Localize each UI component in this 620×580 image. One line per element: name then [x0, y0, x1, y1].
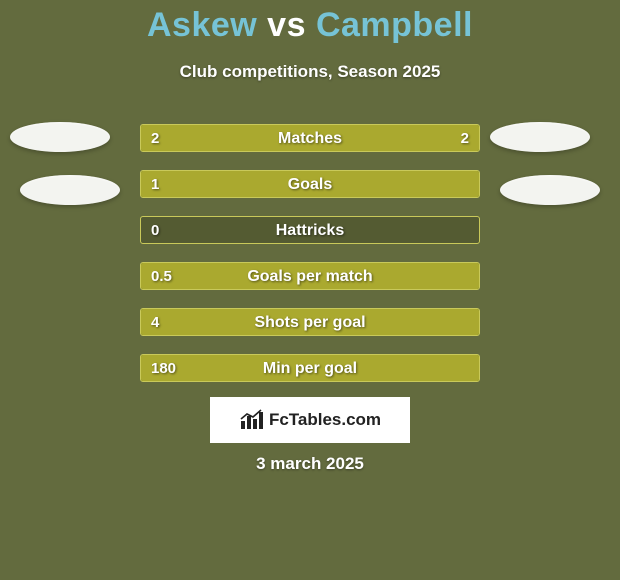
stat-row: Goals per match0.5: [140, 262, 480, 290]
stat-value-left: 0.5: [151, 263, 172, 289]
stat-value-left: 0: [151, 217, 159, 243]
stat-row: Goals1: [140, 170, 480, 198]
player1-name: Askew: [147, 6, 257, 44]
stat-value-left: 180: [151, 355, 176, 381]
team-badge-left-2: [20, 175, 120, 205]
player2-name: Campbell: [316, 6, 473, 44]
date-label: 3 march 2025: [0, 454, 620, 474]
stat-label: Hattricks: [141, 217, 479, 243]
stat-label: Shots per goal: [141, 309, 479, 335]
chart-icon: [239, 409, 265, 431]
stat-value-left: 4: [151, 309, 159, 335]
comparison-infographic: Askew vs Campbell Club competitions, Sea…: [0, 0, 620, 580]
team-badge-right-1: [490, 122, 590, 152]
subtitle: Club competitions, Season 2025: [0, 62, 620, 82]
stat-label: Matches: [141, 125, 479, 151]
stat-row: Matches2 2: [140, 124, 480, 152]
stats-bars: Matches2 2 Goals1 Hattricks0 Goals per match…: [140, 124, 480, 400]
team-badge-left-1: [10, 122, 110, 152]
stat-value-right: 2: [461, 125, 469, 151]
stat-row: Shots per goal4: [140, 308, 480, 336]
stat-row: Hattricks0: [140, 216, 480, 244]
stat-label: Min per goal: [141, 355, 479, 381]
stat-row: Min per goal180: [140, 354, 480, 382]
vs-separator: vs: [267, 6, 306, 44]
team-badge-right-2: [500, 175, 600, 205]
stat-label: Goals: [141, 171, 479, 197]
page-title: Askew vs Campbell: [0, 6, 620, 45]
stat-value-left: 1: [151, 171, 159, 197]
source-logo-text: FcTables.com: [269, 410, 381, 430]
stat-value-left: 2: [151, 125, 159, 151]
source-logo: FcTables.com: [210, 397, 410, 443]
stat-label: Goals per match: [141, 263, 479, 289]
